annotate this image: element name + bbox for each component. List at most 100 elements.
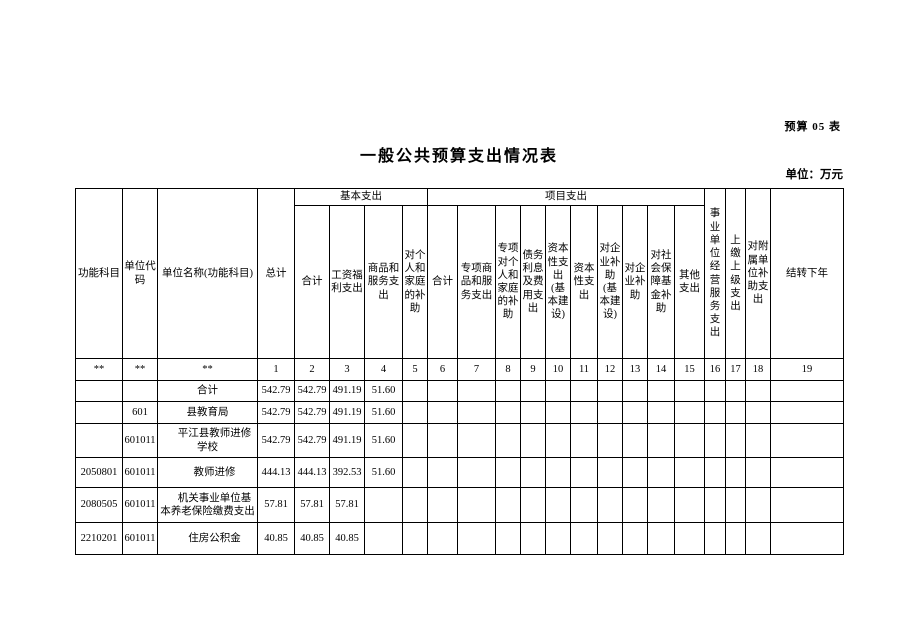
column-index-cell: 9 — [520, 358, 546, 381]
value-cell — [520, 522, 546, 555]
value-cell — [622, 401, 648, 424]
unit-code-cell: 601011 — [122, 522, 158, 555]
column-index-cell: ** — [75, 358, 123, 381]
value-cell — [725, 423, 746, 458]
header-special-goods: 专项商品和服务支出 — [457, 205, 496, 359]
column-index-cell: 17 — [725, 358, 746, 381]
value-cell — [364, 522, 403, 555]
value-cell — [674, 380, 705, 402]
value-cell — [570, 401, 598, 424]
value-cell — [495, 487, 521, 523]
value-cell: 57.81 — [257, 487, 295, 523]
column-index-row: ** ** ** 1 2 3 4 5 6 7 8 9 10 11 12 13 14 15 16 17 18 19 — [75, 358, 844, 381]
value-cell: 57.81 — [329, 487, 365, 523]
value-cell: 542.79 — [257, 380, 295, 402]
value-cell — [427, 457, 458, 488]
value-cell — [597, 380, 623, 402]
header-wage-welfare: 工资福利支出 — [329, 205, 365, 359]
value-cell — [545, 401, 571, 424]
header-basic-group: 基本支出 — [294, 188, 428, 206]
value-cell: 542.79 — [294, 423, 330, 458]
header-pay-upper-level: 上缴上级支出 — [725, 188, 746, 359]
value-cell — [545, 487, 571, 523]
value-cell — [704, 457, 726, 488]
value-cell — [770, 380, 844, 402]
unit-code-cell — [122, 380, 158, 402]
value-cell — [745, 401, 771, 424]
table-row: 601011 平江县教师进修学校 542.79 542.79 491.19 51.60 — [75, 423, 844, 458]
value-cell: 542.79 — [257, 401, 295, 424]
header-total: 总计 — [257, 188, 295, 359]
column-index-cell: 4 — [364, 358, 403, 381]
value-cell — [745, 487, 771, 523]
column-index-cell: 11 — [570, 358, 598, 381]
value-cell — [725, 380, 746, 402]
value-cell — [495, 401, 521, 424]
header-unit-name: 单位名称(功能科目) — [157, 188, 258, 359]
value-cell — [402, 522, 428, 555]
value-cell — [520, 380, 546, 402]
value-cell — [495, 522, 521, 555]
table-header: 功能科目 单位代码 单位名称(功能科目) 总计 基本支出 项目支出 事业单位经营… — [75, 188, 844, 381]
value-cell — [622, 487, 648, 523]
value-cell — [622, 522, 648, 555]
value-cell: 40.85 — [257, 522, 295, 555]
value-cell — [725, 401, 746, 424]
value-cell — [597, 423, 623, 458]
value-cell — [745, 423, 771, 458]
unit-code-cell: 601011 — [122, 423, 158, 458]
unit-name-cell: 县教育局 — [157, 401, 258, 424]
value-cell: 40.85 — [329, 522, 365, 555]
value-cell — [597, 457, 623, 488]
value-cell: 51.60 — [364, 457, 403, 488]
value-cell — [674, 522, 705, 555]
page-title: 一般公共预算支出情况表 — [359, 148, 558, 165]
value-cell — [495, 380, 521, 402]
table-body: 合计 542.79 542.79 491.19 51.60 601 县教育局 542.79 54… — [75, 380, 844, 555]
value-cell — [674, 487, 705, 523]
value-cell — [457, 401, 496, 424]
value-cell — [520, 423, 546, 458]
value-cell: 491.19 — [329, 380, 365, 402]
column-index-cell: 12 — [597, 358, 623, 381]
value-cell — [457, 522, 496, 555]
value-cell — [545, 457, 571, 488]
value-cell — [745, 380, 771, 402]
value-cell — [520, 457, 546, 488]
column-index-cell: 7 — [457, 358, 496, 381]
column-index-cell: 6 — [427, 358, 458, 381]
value-cell — [770, 487, 844, 523]
func-code-cell — [75, 423, 123, 458]
value-cell: 491.19 — [329, 401, 365, 424]
func-code-cell — [75, 380, 123, 402]
value-cell — [674, 401, 705, 424]
value-cell — [745, 457, 771, 488]
value-cell — [770, 423, 844, 458]
table-row: 2050801 601011 教师进修 444.13 444.13 392.53 51.60 — [75, 457, 844, 488]
value-cell — [545, 423, 571, 458]
value-cell — [427, 487, 458, 523]
value-cell — [495, 457, 521, 488]
value-cell — [704, 487, 726, 523]
value-cell: 51.60 — [364, 423, 403, 458]
func-code-cell: 2210201 — [75, 522, 123, 555]
column-index-cell: 3 — [329, 358, 365, 381]
header-goods-services: 商品和服务支出 — [364, 205, 403, 359]
value-cell — [704, 401, 726, 424]
table-row: 合计 542.79 542.79 491.19 51.60 — [75, 380, 844, 402]
func-code-cell: 2050801 — [75, 457, 123, 488]
value-cell — [402, 457, 428, 488]
column-index-cell: 2 — [294, 358, 330, 381]
value-cell: 51.60 — [364, 401, 403, 424]
header-individual-family: 对个人和家庭的补助 — [402, 205, 428, 359]
value-cell — [545, 522, 571, 555]
unit-label: 单位：万元 — [785, 169, 844, 181]
header-enterprise-construction: 对企业补助(基本建设) — [597, 205, 623, 359]
header-debt-interest: 债务利息及费用支出 — [520, 205, 546, 359]
value-cell — [674, 423, 705, 458]
value-cell — [647, 401, 675, 424]
value-cell — [457, 423, 496, 458]
value-cell — [597, 522, 623, 555]
value-cell — [570, 457, 598, 488]
